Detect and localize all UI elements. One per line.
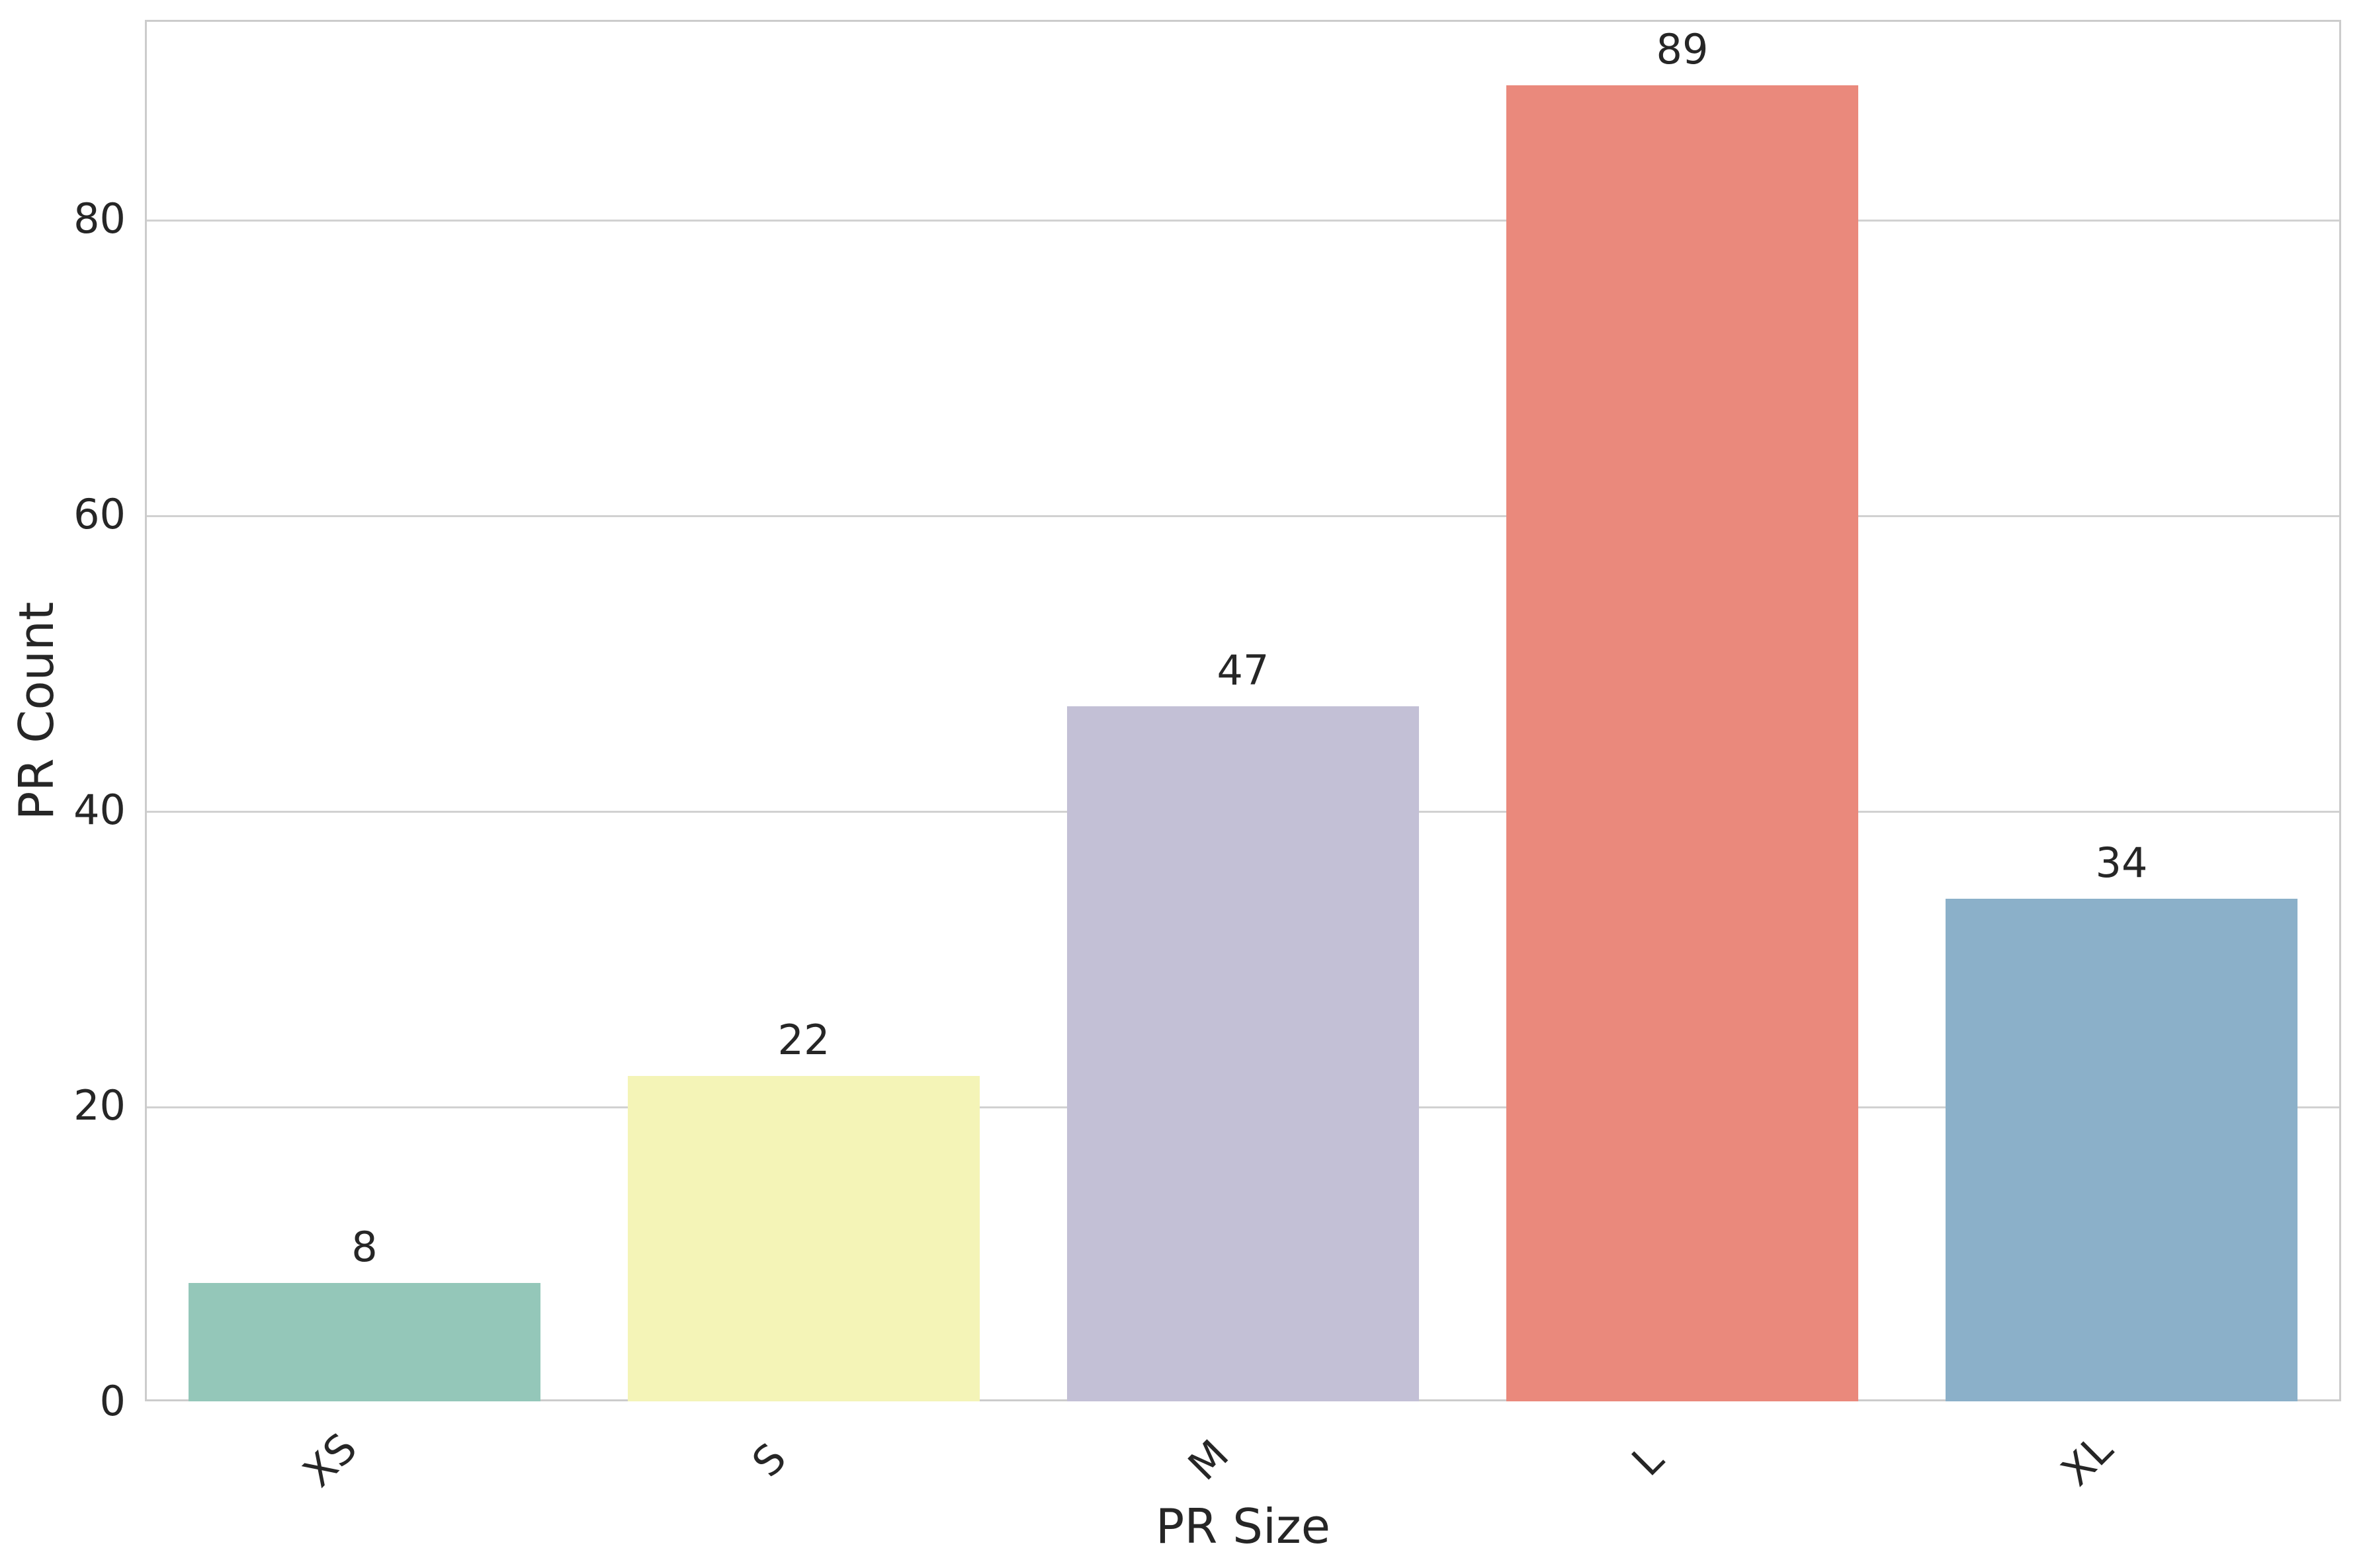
bar-M <box>1067 706 1419 1401</box>
x-tick-label-S: S <box>742 1433 796 1487</box>
bar-L <box>1506 85 1858 1401</box>
bar-value-label-S: 22 <box>777 1016 830 1065</box>
gridline-y-80 <box>147 220 2339 222</box>
y-axis-label: PR Count <box>9 601 64 820</box>
bar-value-label-XL: 34 <box>2095 838 2148 887</box>
y-tick-label-60: 60 <box>73 489 126 538</box>
bar-XL <box>1946 898 2297 1401</box>
y-tick-label-80: 80 <box>73 194 126 243</box>
x-tick-label-XS: XS <box>293 1423 366 1497</box>
bar-S <box>628 1076 980 1401</box>
x-axis-label: PR Size <box>1155 1499 1331 1554</box>
x-tick-label-L: L <box>1622 1434 1673 1485</box>
bar-value-label-XS: 8 <box>351 1223 378 1272</box>
gridline-y-60 <box>147 515 2339 518</box>
y-tick-label-0: 0 <box>99 1377 126 1425</box>
bar-XS <box>189 1283 540 1401</box>
y-tick-label-20: 20 <box>73 1081 126 1130</box>
bar-value-label-M: 47 <box>1217 646 1269 695</box>
bar-value-label-L: 89 <box>1656 25 1709 74</box>
y-tick-label-40: 40 <box>73 785 126 834</box>
x-tick-label-XL: XL <box>2051 1424 2122 1495</box>
